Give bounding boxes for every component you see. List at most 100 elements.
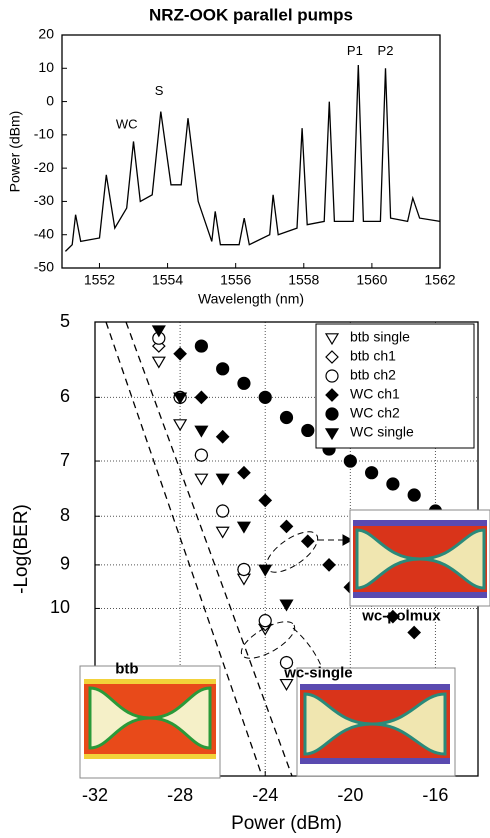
- legend-label: WC single: [350, 424, 414, 440]
- x-tick-label: -24: [252, 785, 278, 805]
- labels: NRZ-OOK parallel pumps Wavelength (nm) Pow…: [7, 5, 475, 834]
- y-tick-label: 10: [38, 59, 54, 75]
- x-axis-label: Power (dBm): [231, 813, 342, 834]
- marker: [237, 376, 251, 390]
- x-tick-label: 1552: [84, 272, 115, 288]
- legend-label: WC ch2: [350, 405, 400, 421]
- legend-label: btb single: [350, 329, 410, 345]
- annotation: WC: [116, 116, 138, 131]
- y-tick-label: -30: [34, 192, 54, 208]
- legend-box: [315, 323, 475, 449]
- eye-rail: [353, 592, 487, 598]
- highlight-ellipse: [265, 531, 319, 573]
- x-tick-label: -16: [422, 785, 448, 805]
- marker: [325, 369, 339, 383]
- arrow-head: [342, 534, 354, 546]
- y-axis-label: Power (dBm): [7, 111, 23, 193]
- annotation: S: [155, 83, 164, 98]
- marker: [301, 423, 315, 438]
- y-tick-label: 10: [50, 597, 70, 617]
- y-tick-label: 6: [60, 386, 70, 406]
- eye-rail: [300, 684, 450, 690]
- marker: [386, 477, 400, 491]
- eye-rail: [353, 520, 487, 526]
- marker: [173, 392, 188, 405]
- x-tick-label: 1558: [288, 272, 319, 288]
- eye-rail: [84, 679, 216, 684]
- marker: [215, 526, 230, 539]
- marker: [151, 325, 166, 338]
- x-tick-label: -28: [167, 785, 193, 805]
- annotation: wc-single: [283, 664, 352, 681]
- arrow: [292, 627, 327, 681]
- y-tick-label: 7: [60, 450, 70, 470]
- eye-rail: [300, 758, 450, 764]
- legend-label: btb ch2: [350, 367, 396, 383]
- spectrum-line: [64, 64, 441, 252]
- marker: [216, 362, 230, 376]
- marker: [194, 339, 208, 353]
- marker: [151, 356, 166, 369]
- y-tick-label: -20: [34, 159, 54, 175]
- y-axis-label: -Log(BER): [11, 504, 32, 594]
- x-axis-label: Wavelength (nm): [198, 291, 304, 307]
- eye-diagram: [79, 665, 221, 779]
- marker: [236, 521, 251, 534]
- annotation: wc-polmux: [361, 608, 441, 625]
- marker: [258, 564, 273, 577]
- annotation: P2: [378, 43, 394, 58]
- marker: [279, 410, 294, 425]
- marker: [279, 655, 294, 670]
- x-tick-label: 1562: [424, 272, 455, 288]
- y-tick-label: -40: [34, 225, 54, 241]
- marker: [325, 350, 339, 364]
- marker: [194, 425, 209, 438]
- marker: [194, 448, 208, 462]
- marker: [365, 466, 379, 480]
- x-tick-label: 1556: [220, 272, 251, 288]
- y-tick-label: 0: [46, 92, 54, 108]
- x-tick-label: 1560: [356, 272, 387, 288]
- series: [151, 325, 294, 612]
- marker: [194, 473, 209, 486]
- x-tick-label: 1554: [152, 272, 183, 288]
- y-tick-label: 20: [38, 26, 54, 42]
- marker: [258, 493, 273, 508]
- marker: [322, 558, 336, 572]
- marker: [279, 519, 294, 534]
- plot-frame: [61, 34, 441, 269]
- eye-rail: [84, 754, 216, 759]
- y-tick-label: 8: [60, 505, 70, 525]
- y-tick-label: -10: [34, 126, 54, 142]
- marker: [407, 488, 421, 502]
- marker: [325, 407, 339, 421]
- marker: [279, 678, 294, 691]
- chart-title: NRZ-OOK parallel pumps: [149, 5, 353, 24]
- marker: [407, 625, 422, 640]
- marker: [173, 346, 187, 361]
- marker: [216, 504, 230, 518]
- marker: [215, 473, 230, 486]
- eye-opening: [303, 692, 447, 756]
- fit-line: [105, 321, 263, 777]
- annotation: btb: [115, 661, 138, 678]
- highlight-ellipse: [240, 621, 296, 659]
- marker: [324, 428, 340, 441]
- eye-diagram: [296, 667, 456, 777]
- legend-label: WC ch1: [350, 386, 400, 402]
- marker: [215, 429, 230, 444]
- marker: [237, 465, 251, 480]
- x-tick-label: -20: [337, 785, 363, 805]
- marker: [258, 390, 272, 404]
- marker: [324, 333, 340, 346]
- marker: [194, 390, 209, 405]
- marker: [173, 419, 188, 432]
- y-tick-label: 9: [60, 554, 70, 574]
- annotation: P1: [347, 43, 363, 58]
- eye-opening: [88, 686, 212, 750]
- eye-diagram: [349, 509, 490, 607]
- marker: [325, 388, 339, 402]
- eye-opening: [355, 528, 486, 590]
- series: [151, 356, 294, 691]
